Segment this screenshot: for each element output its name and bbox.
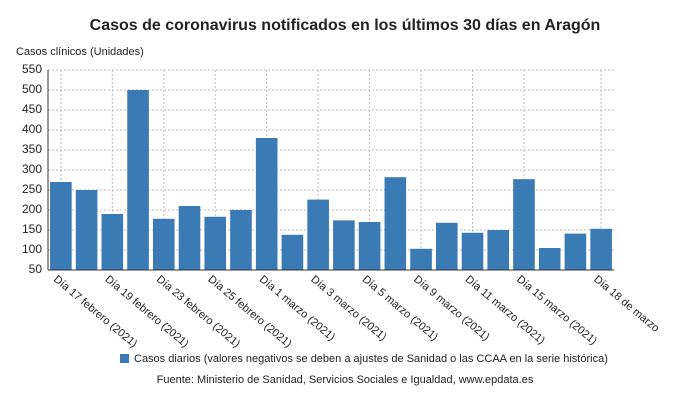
chart-title: Casos de coronavirus notificados en los … <box>90 17 601 34</box>
y-tick-label: 100 <box>22 242 42 256</box>
bar <box>358 222 381 270</box>
x-tick-label: Día 25 febrero (2021) <box>205 273 293 350</box>
x-tick-label: Día 17 febrero (2021) <box>51 273 139 350</box>
bar <box>307 199 329 270</box>
bar <box>384 177 407 270</box>
bar <box>152 218 175 270</box>
bar <box>178 206 201 270</box>
bar <box>564 233 587 270</box>
bar <box>230 210 252 270</box>
y-tick-label: 400 <box>22 122 42 136</box>
bar <box>75 190 98 270</box>
y-tick-label: 350 <box>22 142 42 156</box>
y-tick-label: 250 <box>22 182 42 196</box>
bar <box>590 228 612 270</box>
legend-label: Casos diarios (valores negativos se debe… <box>134 353 608 365</box>
y-tick-label: 200 <box>22 202 42 216</box>
y-tick-label: 150 <box>22 222 42 236</box>
y-tick-label: 50 <box>29 262 43 276</box>
y-tick-label: 450 <box>22 102 42 116</box>
bar <box>101 214 124 270</box>
bar <box>513 179 535 270</box>
x-tick-label: Día 23 febrero (2021) <box>154 273 242 350</box>
bar <box>461 232 484 270</box>
legend-swatch <box>120 354 129 363</box>
y-tick-label: 300 <box>22 162 42 176</box>
y-axis-label: Casos clínicos (Unidades) <box>16 46 144 58</box>
bar <box>435 222 458 270</box>
bar <box>410 248 432 270</box>
y-tick-label: 500 <box>22 82 42 96</box>
bar <box>50 182 72 270</box>
bar <box>487 230 510 270</box>
bar <box>538 248 561 270</box>
bar <box>281 234 304 270</box>
bar <box>333 220 355 270</box>
bar <box>204 216 227 270</box>
source: Fuente: Ministerio de Sanidad, Servicios… <box>157 374 534 386</box>
bar <box>255 138 278 270</box>
x-tick-label: Día 19 febrero (2021) <box>103 273 191 350</box>
bar <box>127 90 149 270</box>
x-tick-label: Día 18 de marzo <box>591 273 661 334</box>
y-tick-label: 550 <box>22 62 42 76</box>
